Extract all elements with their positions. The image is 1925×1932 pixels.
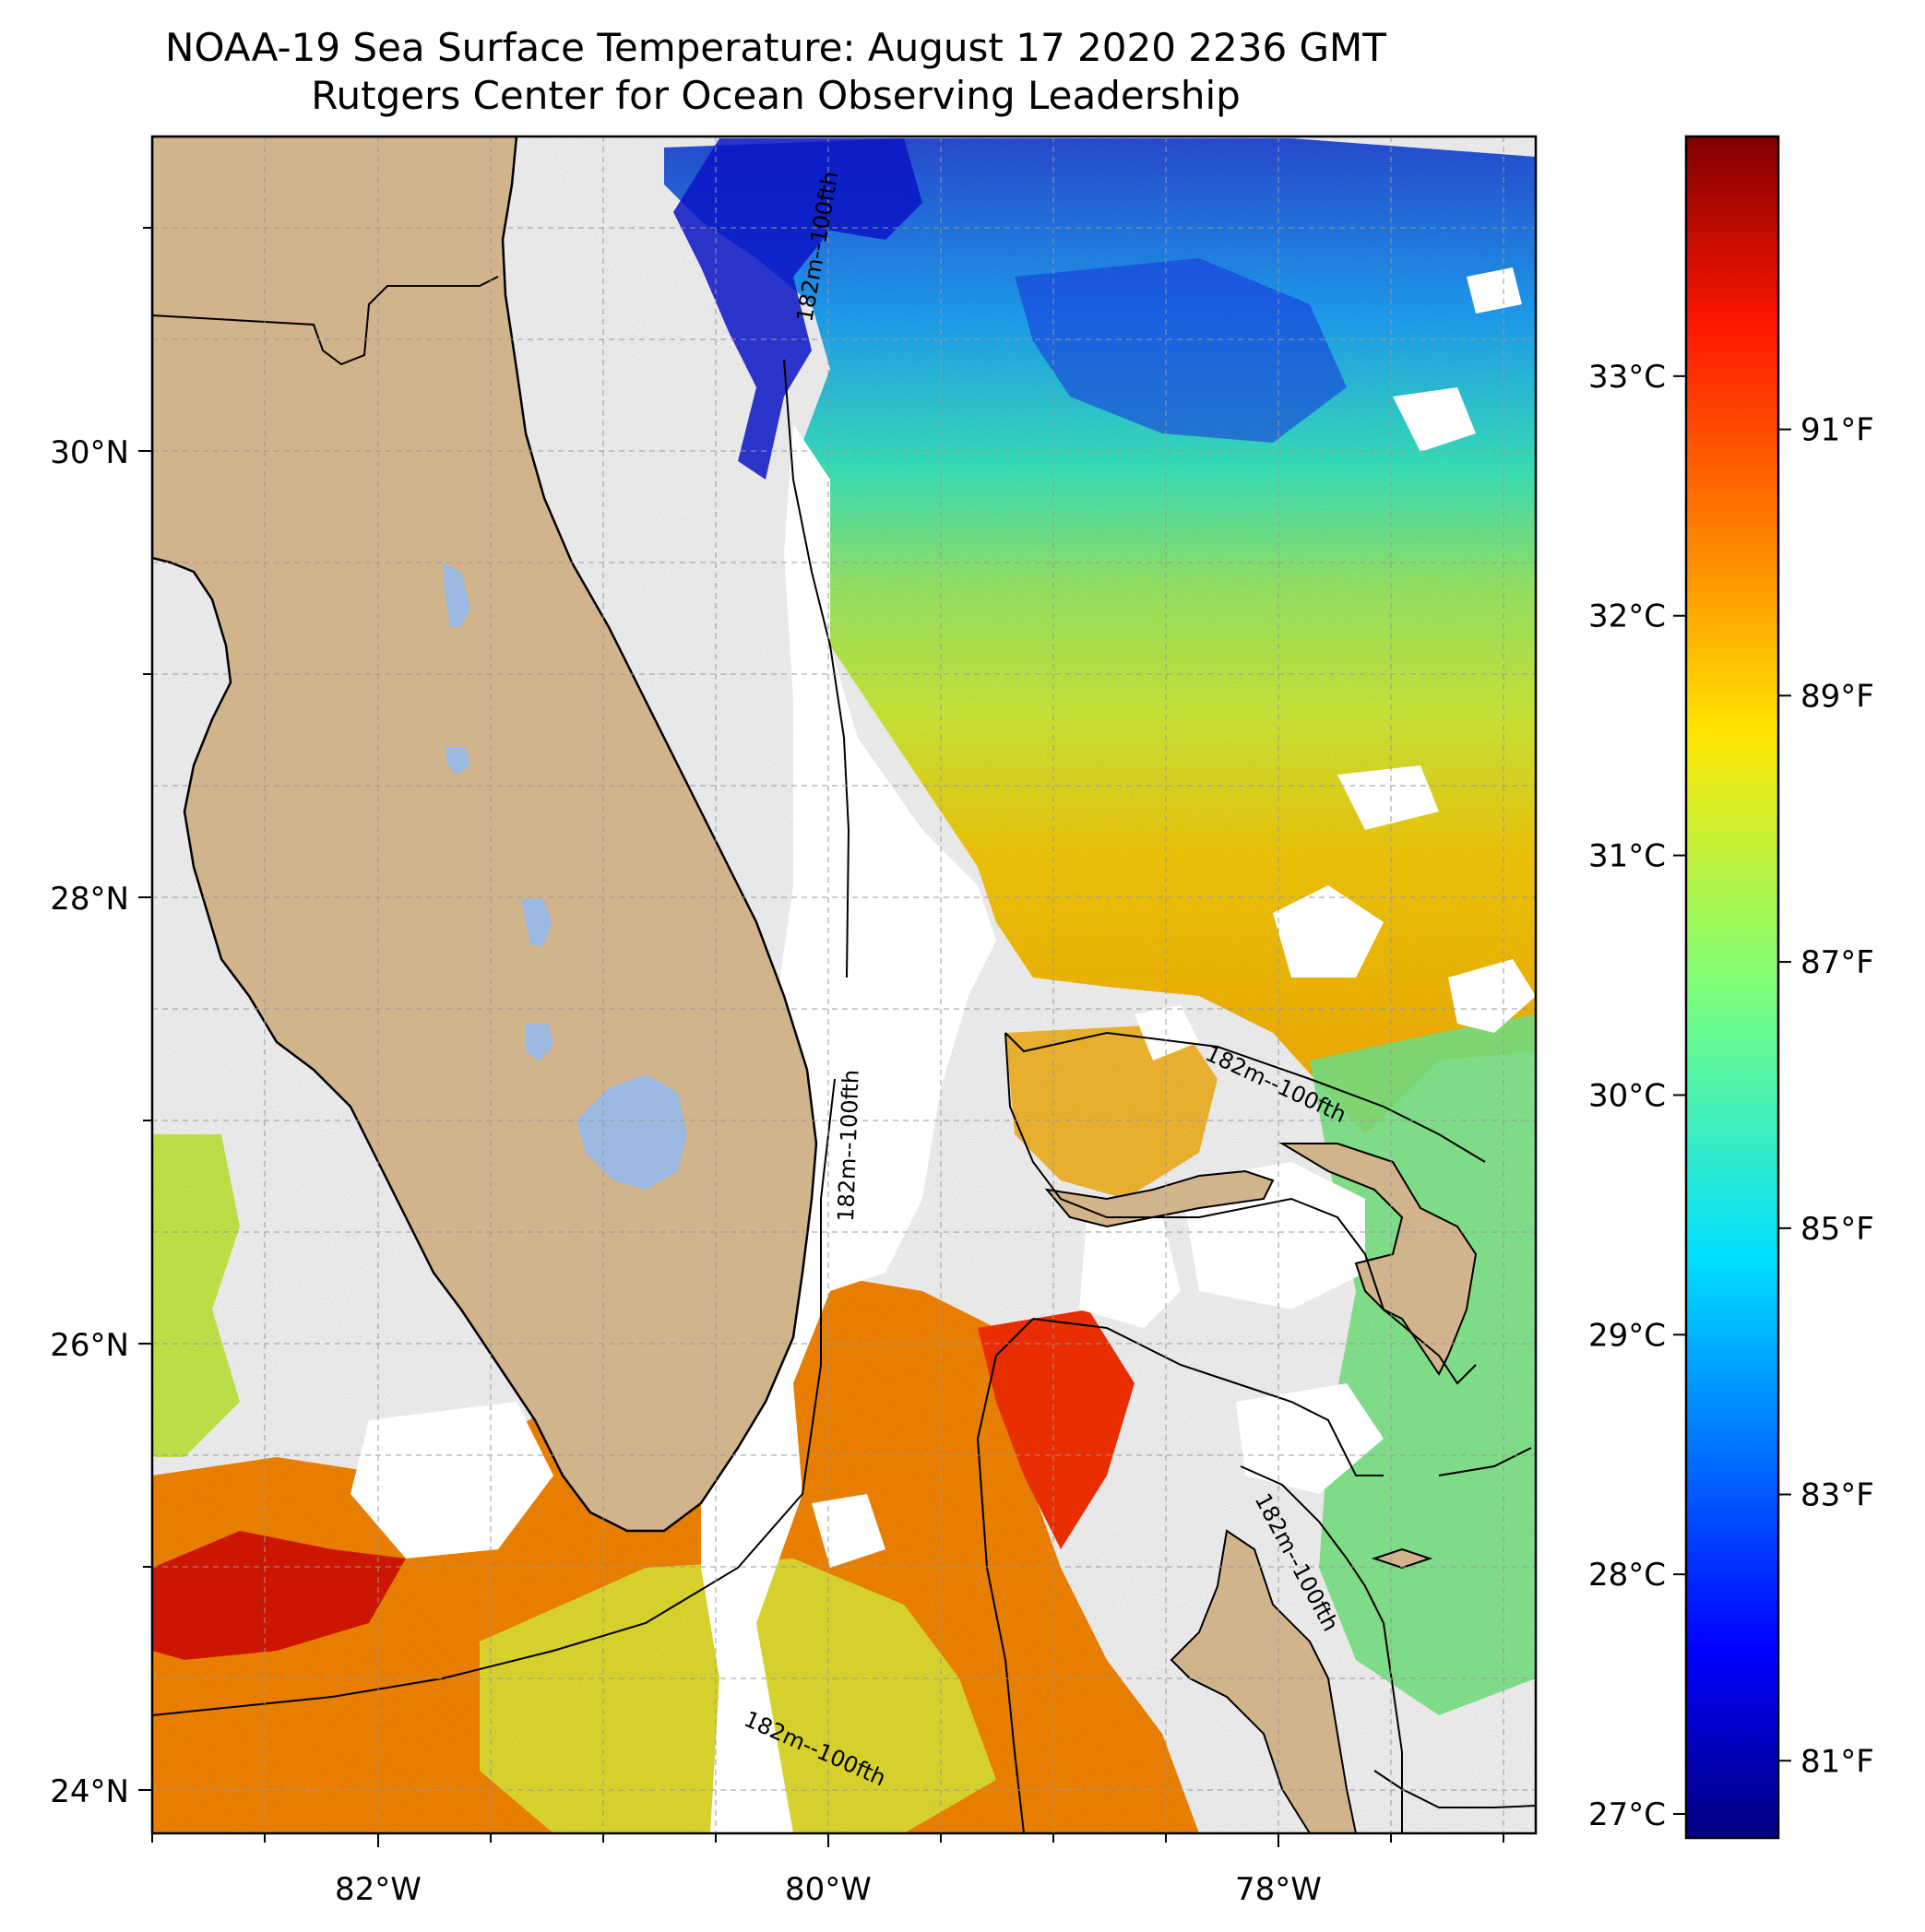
land-andros xyxy=(1170,1529,1358,1833)
lat-label: 28°N xyxy=(50,881,129,918)
colorbar-label-f: 83°F xyxy=(1800,1477,1874,1514)
land-grand-bahama xyxy=(1044,1169,1275,1228)
lat-label: 30°N xyxy=(50,434,129,471)
lon-label: 78°W xyxy=(1235,1871,1322,1908)
land-abaco xyxy=(1278,1143,1478,1376)
lat-label: 26°N xyxy=(50,1327,129,1364)
lat-label: 24°N xyxy=(50,1773,129,1810)
colorbar-label-f: 87°F xyxy=(1800,944,1874,981)
colorbar-label-c: 30°C xyxy=(1588,1077,1666,1114)
lake-okeechobee xyxy=(576,1074,687,1190)
colorbar-label-f: 89°F xyxy=(1800,678,1874,715)
colorbar-label-c: 31°C xyxy=(1588,838,1666,875)
lon-label: 82°W xyxy=(335,1871,422,1908)
isobath-contours xyxy=(152,359,1536,1833)
land-layer xyxy=(152,136,1478,1833)
colorbar xyxy=(1684,135,1780,1840)
colorbar-label-f: 85°F xyxy=(1800,1211,1874,1248)
lake-istokpoga xyxy=(526,1024,553,1061)
colorbar-ticks: 27°C 28°C 29°C 30°C 31°C 32°C 33°C 81°F 83°F 85°F… xyxy=(1588,359,1874,1833)
colorbar-label-c: 27°C xyxy=(1588,1796,1666,1833)
lake-george xyxy=(443,563,470,627)
colorbar-label-c: 33°C xyxy=(1588,359,1666,396)
map-subtitle: Rutgers Center for Ocean Observing Leade… xyxy=(311,73,1241,118)
colorbar-label-c: 32°C xyxy=(1588,599,1666,635)
isobath-label: 182m--100fth xyxy=(833,1069,864,1222)
colorbar-label-f: 91°F xyxy=(1800,412,1874,449)
lon-label: 80°W xyxy=(785,1871,872,1908)
colorbar-label-c: 28°C xyxy=(1588,1557,1666,1594)
map-title: NOAA-19 Sea Surface Temperature: August … xyxy=(165,25,1386,70)
lake-kissimmee xyxy=(521,899,552,945)
map-frame xyxy=(150,135,1538,1835)
colorbar-label-c: 29°C xyxy=(1588,1317,1666,1354)
graticule xyxy=(152,136,1536,1833)
colorbar-label-f: 81°F xyxy=(1800,1743,1874,1780)
lake-apopka xyxy=(446,747,470,775)
land-eleuthera xyxy=(1371,1547,1433,1570)
axis-ticks xyxy=(138,227,1504,1847)
cloud-mask xyxy=(351,267,1536,1833)
state-border xyxy=(152,276,499,366)
